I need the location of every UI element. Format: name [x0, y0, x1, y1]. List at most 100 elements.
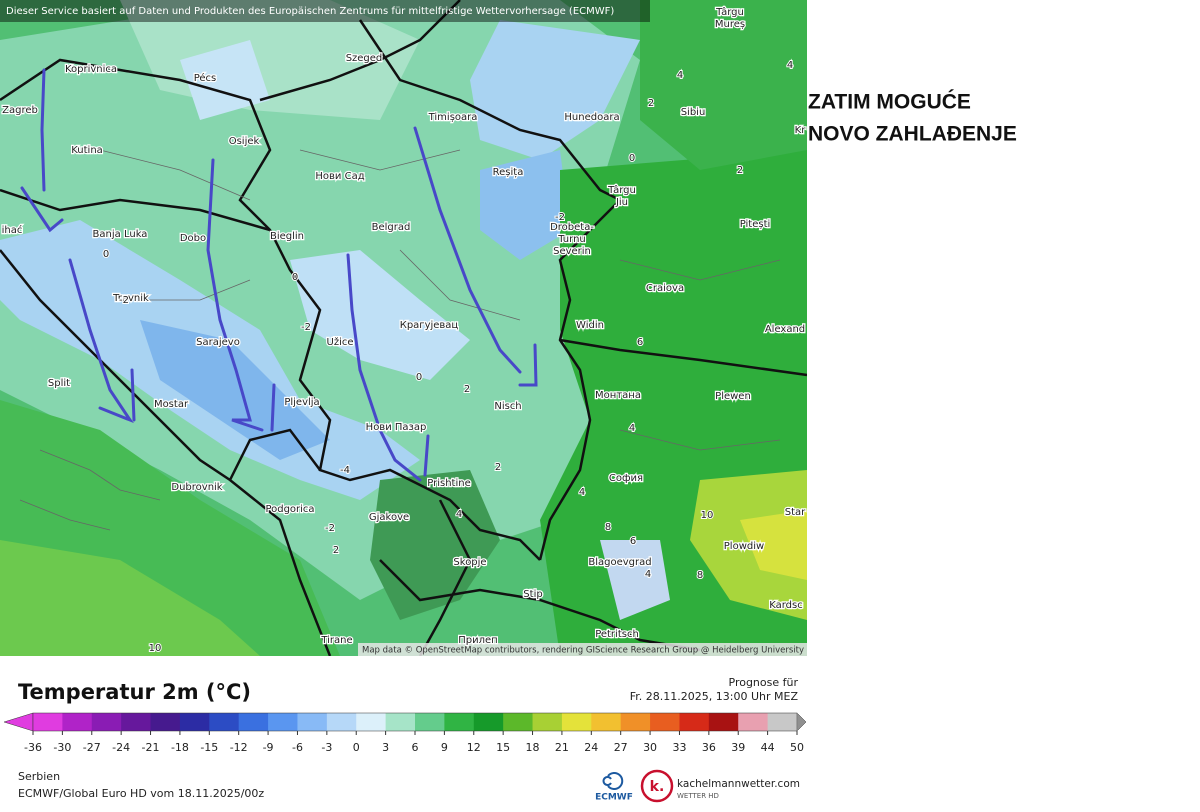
- city-label: Travnik: [112, 293, 149, 304]
- colorbar-segment: [121, 713, 152, 731]
- city-label: Drobeta-: [550, 222, 594, 233]
- city-label: Prishtine: [427, 478, 470, 489]
- colorbar-tick-label: 21: [555, 741, 569, 754]
- contour-label: 2: [737, 165, 743, 176]
- city-label: Skopje: [453, 557, 486, 568]
- city-label: Nisch: [494, 401, 521, 412]
- forecast-time: Fr. 28.11.2025, 13:00 Uhr MEZ: [630, 690, 799, 703]
- city-label: Mureș: [715, 19, 745, 30]
- colorbar-tick-label: 33: [672, 741, 686, 754]
- city-label: Turnu: [557, 234, 586, 245]
- city-label: Craiova: [646, 283, 684, 294]
- city-label: Kr: [795, 125, 807, 136]
- city-label: Stip: [523, 589, 542, 600]
- city-label: Нови Пазар: [366, 422, 427, 433]
- colorbar-segment: [738, 713, 769, 731]
- city-label: Split: [48, 378, 70, 389]
- map-background: [0, 0, 807, 656]
- city-label: Târgu: [715, 6, 744, 18]
- contour-label: 0: [629, 153, 635, 164]
- colorbar-segment: [150, 713, 181, 731]
- colorbar-tick-label: 0: [353, 741, 360, 754]
- colorbar-segment: [356, 713, 387, 731]
- colorbar-segment: [179, 713, 210, 731]
- colorbar-segment: [62, 713, 93, 731]
- city-label: София: [609, 473, 643, 484]
- hand-drawn-lines: [20, 68, 538, 482]
- ecmwf-logo: ECMWF: [595, 793, 633, 803]
- city-label: Tirane: [320, 635, 352, 646]
- colorbar-segment: [444, 713, 475, 731]
- kachelmann-logo: k.: [650, 779, 665, 795]
- colorbar-tick-label: 3: [382, 741, 389, 754]
- city-label: Hunedoara: [564, 112, 619, 123]
- city-label: Нови Сад: [315, 171, 364, 182]
- city-label: Kutina: [71, 145, 103, 156]
- contour-label: 6: [630, 536, 636, 547]
- city-label: Sarajevo: [196, 337, 240, 348]
- city-label: Zagreb: [2, 105, 38, 116]
- city-label: Severin: [553, 246, 591, 257]
- colorbar-tick-label: 15: [496, 741, 510, 754]
- colorbar-segment: [591, 713, 622, 731]
- header-notice: Dieser Service basiert auf Daten und Pro…: [6, 6, 614, 17]
- city-label: Mostar: [154, 399, 189, 410]
- contour-label: 4: [456, 509, 462, 520]
- colorbar-tick-label: 6: [412, 741, 419, 754]
- region-borders: [19, 149, 781, 531]
- kachelmann-icon: [640, 769, 674, 803]
- colorbar-tick-label: 12: [467, 741, 481, 754]
- annotation-line: NOVO ZAHLAĐENJE: [808, 123, 1017, 146]
- attribution-bar: [358, 643, 807, 656]
- city-label: Podgorica: [265, 504, 314, 515]
- city-label: Pécs: [194, 72, 217, 84]
- colorbar-segment: [650, 713, 680, 731]
- city-label: Târgu: [607, 184, 636, 196]
- contour-label: 4: [645, 569, 651, 580]
- contour-label: -4: [340, 465, 350, 476]
- ecmwf-icon: [602, 772, 624, 790]
- contour-label: -2: [555, 212, 565, 223]
- colorbar-segment: [209, 713, 240, 731]
- site-name: kachelmannwetter.com: [677, 778, 800, 790]
- contour-label: 4: [677, 70, 683, 81]
- city-labels: KoprivnicaPécsSzegedTârguMureșZagrebKuti…: [0, 5, 807, 648]
- city-label: Blagoevgrad: [588, 557, 651, 568]
- colorbar-segment: [33, 713, 63, 731]
- colorbar-segment: [385, 713, 416, 731]
- city-label: Osijek: [229, 136, 260, 147]
- forecast-label: Prognose für: [729, 676, 799, 689]
- colorbar-tick-label: -18: [171, 741, 189, 754]
- city-label: Plewen: [715, 391, 751, 402]
- colorbar-tick-label: 36: [702, 741, 716, 754]
- contour-label: -2: [119, 295, 129, 306]
- colorbar-arrow: [796, 712, 807, 732]
- colorbar-tick-label: 27: [614, 741, 628, 754]
- city-label: Alexand: [765, 324, 805, 335]
- city-label: Banja Luka: [93, 229, 148, 240]
- legend-title: Temperatur 2m (°C): [18, 680, 251, 704]
- colorbar-segment: [268, 713, 298, 731]
- map-attribution: Map data © OpenStreetMap contributors, r…: [362, 646, 804, 656]
- city-label: Pljevlja: [284, 397, 319, 408]
- colorbar-tick-label: 30: [643, 741, 657, 754]
- colorbar-tick-label: -6: [292, 741, 303, 754]
- colorbar-tick-label: -9: [263, 741, 274, 754]
- region-name: Serbien: [18, 770, 60, 783]
- contour-labels: 4 2 4 0 2 -2 0 -2 0 -2 0 2 -4 2 4 6 4 8 6 10 4 8 4 -2 2 10: [102, 59, 794, 655]
- contour-label: 10: [701, 510, 714, 521]
- contour-label: -2: [301, 322, 311, 333]
- city-label: Widin: [576, 320, 604, 331]
- colorbar-arrow: [3, 712, 34, 732]
- city-label: Крагујевац: [400, 319, 459, 331]
- colorbar-segment: [91, 713, 122, 731]
- colorbar-segment: [767, 713, 798, 731]
- contour-label: 8: [697, 570, 703, 581]
- colorbar-segment: [620, 713, 651, 731]
- colorbar-tick-label: -27: [83, 741, 101, 754]
- contour-label: 2: [495, 462, 501, 473]
- city-label: Star: [785, 507, 806, 518]
- city-label: Монтана: [595, 390, 641, 401]
